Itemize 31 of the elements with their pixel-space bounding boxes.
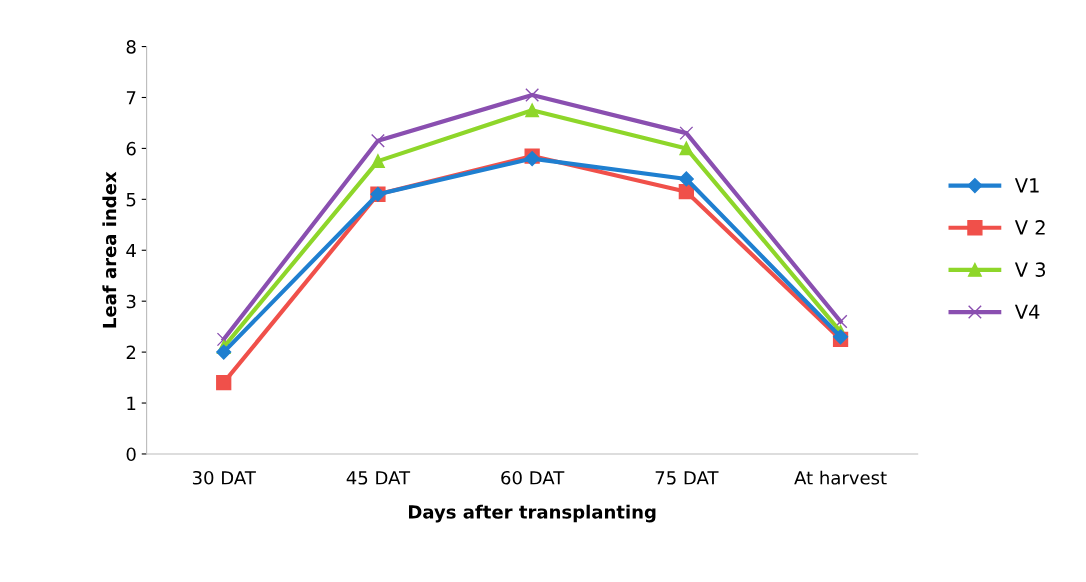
point — [370, 133, 385, 148]
y-tick-label: 8 — [126, 40, 136, 54]
x-axis-title: Days after transplanting — [409, 504, 656, 523]
y-tick-label: 7 — [126, 91, 136, 105]
y-tick-label: 2 — [126, 345, 136, 359]
x-tick-label: 75 DAT — [655, 471, 719, 485]
x-tick-label: 45 DAT — [346, 471, 411, 485]
point — [678, 171, 694, 187]
x-tick-label: 30 DAT — [192, 470, 256, 485]
legend-label: V1 — [1014, 178, 1039, 193]
point — [216, 375, 232, 391]
y-tick-label: 3 — [126, 294, 136, 309]
point — [833, 314, 848, 329]
point — [525, 103, 540, 118]
point — [216, 332, 231, 347]
point — [370, 154, 385, 169]
point — [525, 87, 540, 102]
y-tick-label: 1 — [127, 396, 136, 410]
point — [679, 126, 694, 141]
x-tick-label: At harvest — [794, 470, 887, 485]
y-tick-label: 4 — [126, 243, 136, 258]
y-axis-title: Leaf area index — [102, 171, 117, 328]
x-tick-label: 60 DAT — [501, 470, 565, 485]
legend-label: V4 — [1014, 304, 1040, 319]
legend-label: V 2 — [1014, 220, 1045, 235]
point — [216, 344, 232, 360]
y-tick-label: 5 — [126, 193, 136, 207]
y-tick-label: 6 — [126, 141, 136, 156]
legend-label: V 3 — [1014, 262, 1046, 277]
y-tick-label: 0 — [126, 447, 136, 462]
point — [679, 141, 694, 156]
